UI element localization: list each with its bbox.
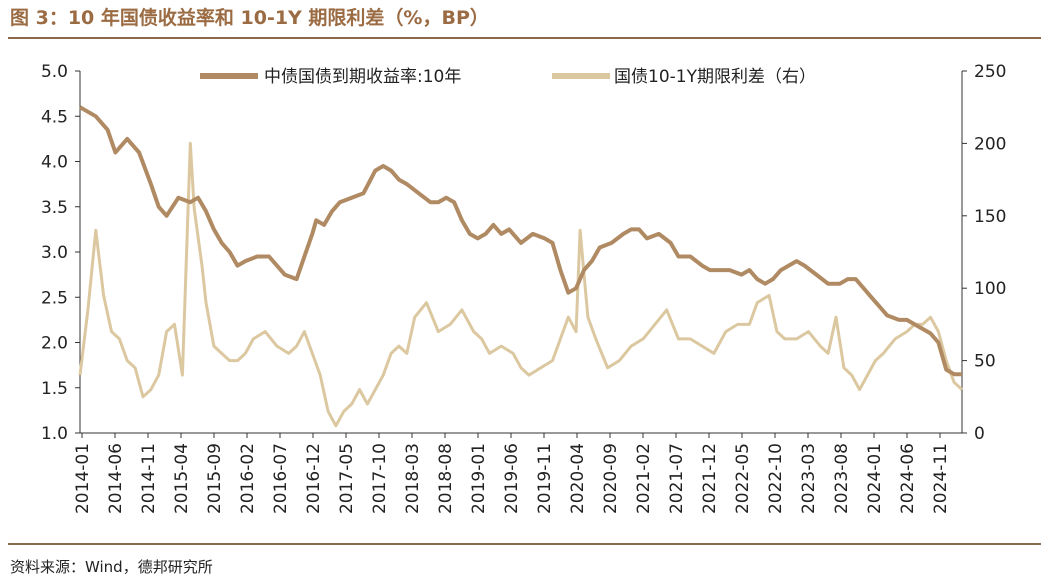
x-tick-label: 2015-04: [172, 443, 192, 514]
source-note: 资料来源：Wind，德邦研究所: [10, 558, 213, 576]
x-tick-label: 2019-11: [535, 443, 555, 514]
x-tick-label: 2018-03: [403, 443, 423, 514]
right-tick-label: 100: [974, 279, 1006, 299]
right-tick-label: 150: [974, 207, 1006, 227]
series-line-spread: [78, 141, 964, 428]
left-tick-label: 1.0: [41, 424, 68, 444]
left-tick-label: 4.5: [41, 107, 68, 127]
x-tick-label: 2017-05: [337, 443, 357, 514]
x-tick-label: 2021-07: [667, 443, 687, 514]
x-tick-label: 2019-01: [469, 443, 489, 514]
x-tick-label: 2024-11: [931, 443, 951, 514]
right-y-ticks: 0 50 100 150 200 250: [962, 62, 1006, 444]
x-tick-label: 2023-03: [799, 443, 819, 514]
x-tick-label: 2018-08: [436, 443, 456, 514]
bottom-rule: [8, 543, 1041, 545]
left-y-ticks: 1.0 1.5 2.0 2.5 3.0 3.5 4.0 4.5 5.0: [41, 62, 80, 444]
left-tick-label: 1.5: [41, 379, 68, 399]
plot-area: 1.0 1.5 2.0 2.5 3.0 3.5 4.0 4.5 5.0 0 50 100 150 200…: [41, 62, 1007, 514]
right-tick-label: 50: [974, 352, 996, 372]
legend-label-yield: 中债国债到期收益率:10年: [264, 67, 461, 87]
x-tick-label: 2014-11: [139, 443, 159, 514]
figure-title: 图 3：10 年国债收益率和 10-1Y 期限利差（%，BP）: [10, 7, 489, 29]
x-tick-label: 2016-02: [238, 443, 258, 514]
x-tick-label: 2016-12: [304, 443, 324, 514]
legend-label-spread: 国债10-1Y期限利差（右）: [614, 67, 816, 87]
x-ticks: 2014-01 2014-06 2014-11 2015-04 2015-09 2016-…: [73, 433, 951, 514]
chart: 1.0 1.5 2.0 2.5 3.0 3.5 4.0 4.5 5.0 0 50 100 150 200…: [41, 62, 1007, 514]
x-tick-label: 2021-12: [700, 443, 720, 514]
series-line-yield: [79, 105, 962, 377]
right-tick-label: 250: [974, 62, 1006, 82]
x-tick-label: 2016-07: [271, 443, 291, 514]
left-tick-label: 5.0: [41, 62, 68, 82]
x-tick-label: 2024-06: [898, 443, 918, 514]
left-tick-label: 2.0: [41, 334, 68, 354]
x-tick-label: 2015-09: [205, 443, 225, 514]
x-tick-label: 2020-09: [601, 443, 621, 514]
left-tick-label: 4.0: [41, 153, 68, 173]
x-tick-label: 2017-10: [370, 443, 390, 514]
x-tick-label: 2021-02: [634, 443, 654, 514]
x-tick-label: 2022-05: [733, 443, 753, 514]
x-tick-label: 2014-06: [106, 443, 126, 514]
left-tick-label: 2.5: [41, 288, 68, 308]
right-tick-label: 0: [974, 424, 985, 444]
top-rule: [8, 37, 1041, 39]
left-tick-label: 3.0: [41, 243, 68, 263]
left-tick-label: 3.5: [41, 198, 68, 218]
x-tick-label: 2019-06: [502, 443, 522, 514]
x-tick-label: 2020-04: [568, 443, 588, 514]
right-tick-label: 200: [974, 134, 1006, 154]
x-tick-label: 2023-08: [832, 443, 852, 514]
x-tick-label: 2022-10: [766, 443, 786, 514]
x-tick-label: 2014-01: [73, 443, 93, 514]
legend: 中债国债到期收益率:10年 国债10-1Y期限利差（右）: [200, 67, 816, 87]
x-tick-label: 2024-01: [865, 443, 885, 514]
